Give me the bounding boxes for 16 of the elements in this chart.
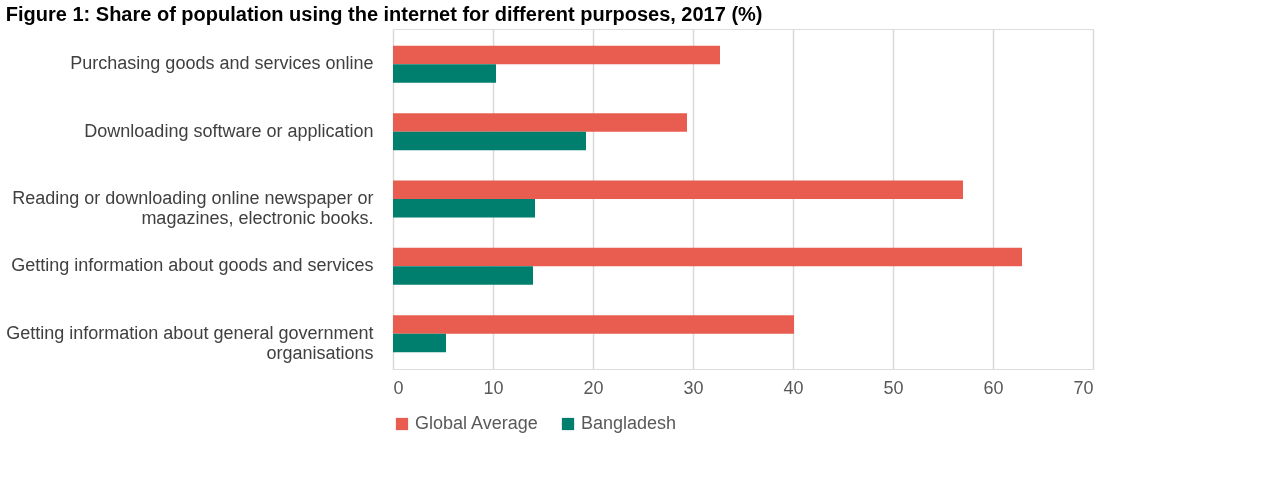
y-tick-label: Purchasing goods and services online [70, 53, 374, 74]
x-tick-label: 50 [883, 377, 904, 398]
y-tick-label: Getting information about general government organisations [6, 322, 374, 363]
x-tick-label: 70 [1073, 377, 1094, 398]
x-tick-label: 40 [783, 377, 804, 398]
x-tick-label: 0 [393, 377, 404, 398]
x-tick-label: 30 [683, 377, 704, 398]
legend-label: Bangladesh [581, 413, 677, 433]
legend-label: Global Average [415, 413, 538, 433]
chart-title: Figure 1: Share of population using the internet for different purposes, 2017 (%) [5, 3, 763, 25]
x-tick-label: 10 [483, 377, 504, 398]
y-tick-label: Getting information about goods and services [11, 255, 374, 276]
y-tick-label: Reading or downloading online newspaper or magazines, electronic books. [12, 188, 374, 228]
x-tick-label: 60 [983, 377, 1004, 398]
x-tick-label: 20 [583, 377, 604, 398]
y-tick-label: Downloading software or application [84, 120, 374, 141]
